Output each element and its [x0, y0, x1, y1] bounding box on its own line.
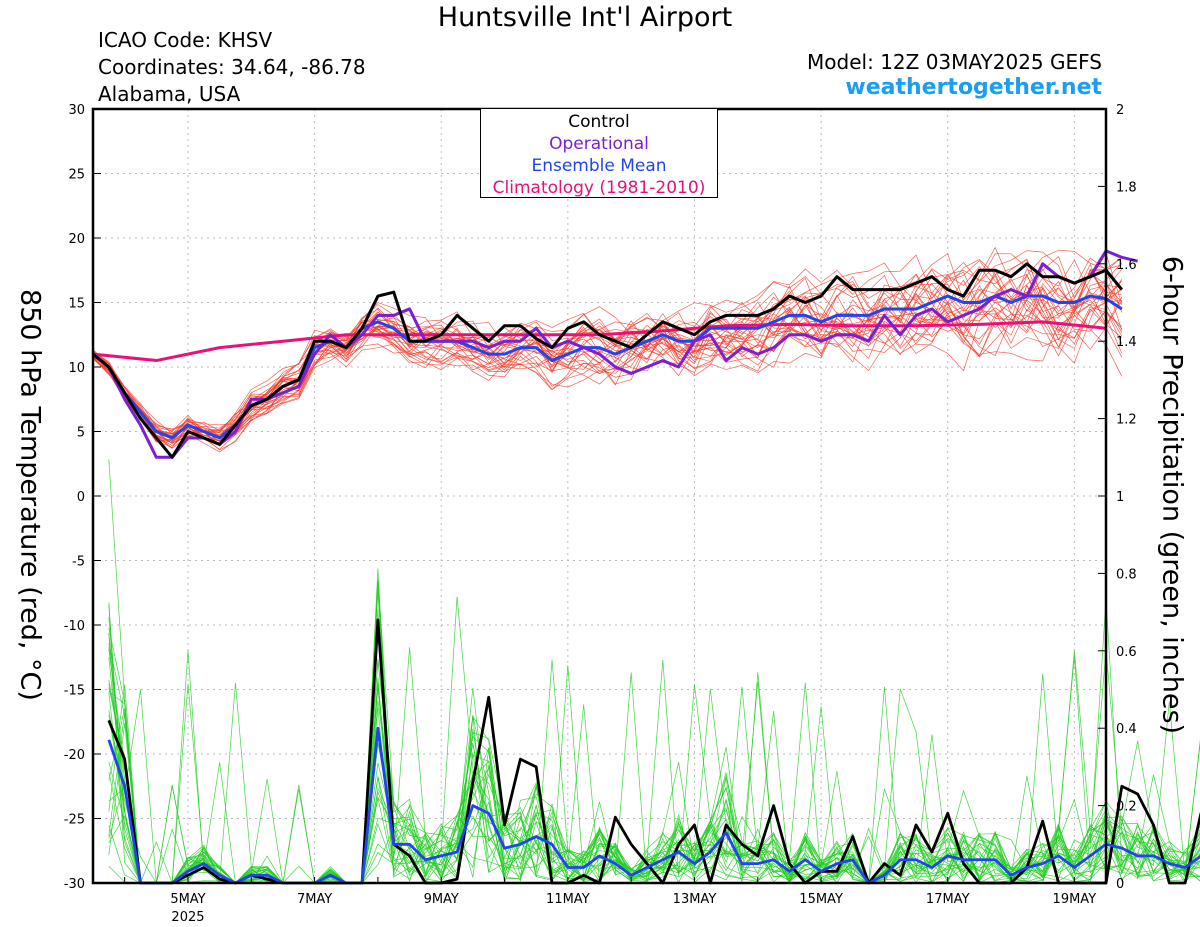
y-tick-label: 25	[68, 168, 85, 183]
y-tick-label: 10	[68, 361, 85, 376]
y2-tick-label: 1.2	[1116, 413, 1137, 428]
precip-member-line	[108, 635, 1200, 884]
y-tick-label: -30	[64, 877, 85, 892]
y2-tick-label: 0.8	[1116, 567, 1137, 582]
x-tick-label: 13MAY	[673, 892, 717, 907]
y2-tick-label: 1	[1116, 490, 1124, 505]
x-tick-label: 11MAY	[546, 892, 590, 907]
x-tick-label: 5MAY	[170, 892, 205, 907]
y-tick-label: -15	[64, 684, 85, 699]
y-tick-label: -25	[64, 813, 85, 828]
model-run: Model: 12Z 03MAY2025 GEFS	[807, 50, 1102, 74]
y2-axis-label: 6-hour Precipitation (green, inches)	[1156, 255, 1188, 735]
temp-member-line	[92, 262, 1123, 444]
y-tick-label: 5	[77, 426, 85, 441]
x-tick-label: 19MAY	[1053, 892, 1097, 907]
axes: 302520151050-5-10-15-20-25-3021.81.61.41…	[64, 103, 1137, 925]
y-tick-label: -5	[72, 555, 85, 570]
temp-member-line	[92, 283, 1123, 437]
y2-tick-label: 0.4	[1116, 722, 1137, 737]
legend-control: Control	[568, 112, 630, 132]
x-tick-label: 7MAY	[297, 892, 332, 907]
temp-member-line	[92, 253, 1123, 449]
icao-code: ICAO Code: KHSV	[98, 28, 273, 52]
y2-tick-label: 0.2	[1116, 800, 1137, 815]
temp-member-line	[92, 256, 1123, 433]
site-link[interactable]: weathertogether.net	[845, 75, 1102, 100]
x-tick-label: 17MAY	[926, 892, 970, 907]
legend-operational: Operational	[549, 134, 649, 154]
y-tick-label: 0	[77, 490, 85, 505]
y2-tick-label: 1.8	[1116, 180, 1137, 195]
y-tick-label: 20	[68, 232, 85, 247]
grid-lines	[93, 108, 1106, 884]
legend: Control Operational Ensemble Mean Climat…	[480, 108, 718, 198]
y2-tick-label: 0.6	[1116, 645, 1137, 660]
y-tick-label: 30	[68, 103, 85, 118]
temp-member-line	[92, 284, 1122, 442]
temp-member-line	[92, 269, 1123, 443]
y2-tick-label: 0	[1116, 877, 1124, 892]
y-tick-label: -20	[64, 748, 85, 763]
x-tick-label: 9MAY	[424, 892, 459, 907]
legend-mean: Ensemble Mean	[531, 156, 667, 176]
y2-tick-label: 1.4	[1116, 335, 1137, 350]
x-tick-label: 15MAY	[799, 892, 843, 907]
temp-member-line	[92, 281, 1123, 442]
legend-climatology: Climatology (1981-2010)	[492, 178, 706, 198]
temp-member-line	[92, 299, 1122, 446]
y2-tick-label: 1.6	[1116, 258, 1137, 273]
temp-control-line	[92, 262, 1123, 459]
precip-member-line	[108, 665, 1200, 884]
temp-member-line	[92, 280, 1123, 439]
y2-tick-label: 2	[1116, 103, 1124, 118]
y-tick-label: -10	[64, 619, 85, 634]
coordinates: Coordinates: 34.64, -86.78	[98, 55, 366, 79]
region: Alabama, USA	[98, 82, 241, 106]
y-axis-label: 850 hPa Temperature (red, °C)	[14, 289, 46, 701]
x-tick-year: 2025	[171, 910, 204, 925]
y-tick-label: 15	[68, 297, 85, 312]
temp-member-line	[92, 269, 1123, 438]
chart-title: Huntsville Int'l Airport	[437, 2, 733, 33]
precip-member-line	[108, 459, 1200, 884]
